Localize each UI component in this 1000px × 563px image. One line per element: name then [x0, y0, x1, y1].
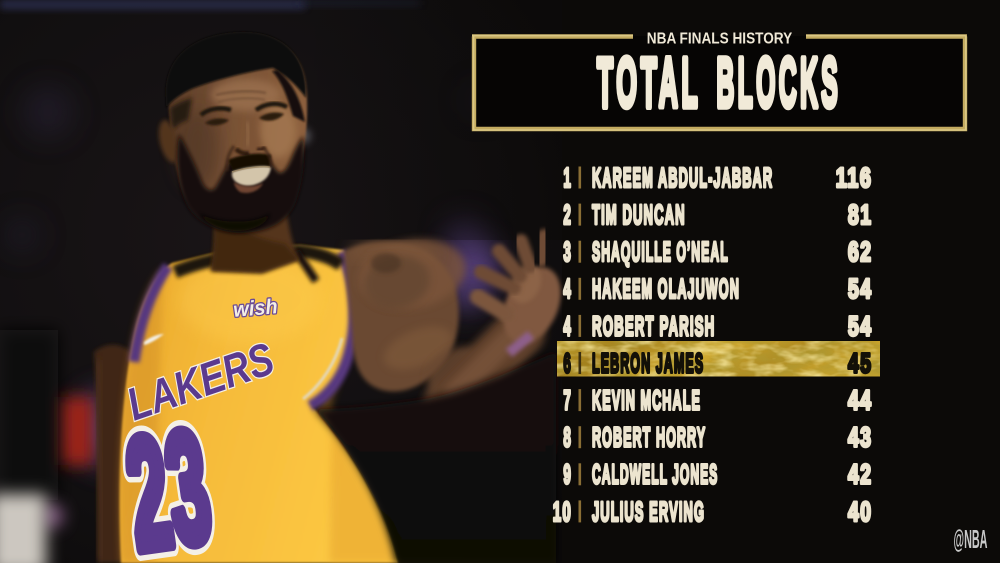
svg-text:SHAQUILLE O’NEAL: SHAQUILLE O’NEAL: [592, 237, 729, 268]
svg-text:ROBERT HORRY: ROBERT HORRY: [592, 422, 706, 453]
svg-text:2: 2: [563, 199, 572, 231]
svg-text:1: 1: [563, 162, 572, 194]
svg-text:TOTAL: TOTAL: [597, 44, 701, 122]
svg-text:54: 54: [848, 275, 872, 305]
svg-text:7: 7: [563, 384, 572, 416]
svg-text:116: 116: [836, 163, 873, 194]
svg-text:44: 44: [848, 386, 872, 416]
svg-text:3: 3: [563, 236, 572, 268]
svg-text:ROBERT PARISH: ROBERT PARISH: [592, 310, 715, 342]
svg-text:81: 81: [848, 201, 872, 231]
svg-text:wish: wish: [232, 295, 278, 322]
svg-text:4: 4: [563, 273, 572, 305]
svg-text:KAREEM ABDUL-JABBAR: KAREEM ABDUL-JABBAR: [592, 163, 773, 194]
svg-text:BLOCKS: BLOCKS: [717, 45, 842, 122]
svg-text:NBA FINALS HISTORY: NBA FINALS HISTORY: [647, 30, 792, 47]
svg-text:CALDWELL JONES: CALDWELL JONES: [592, 459, 718, 490]
svg-text:10: 10: [553, 496, 572, 527]
svg-text:8: 8: [563, 421, 572, 453]
svg-text:4: 4: [563, 310, 572, 342]
svg-text:43: 43: [848, 423, 872, 453]
svg-text:KEVIN MCHALE: KEVIN MCHALE: [592, 385, 701, 416]
svg-text:6: 6: [563, 347, 572, 379]
svg-text:62: 62: [848, 238, 872, 268]
svg-text:JULIUS ERVING: JULIUS ERVING: [592, 497, 705, 528]
svg-text:9: 9: [563, 458, 572, 490]
svg-text:45: 45: [848, 349, 872, 379]
svg-text:LEBRON JAMES: LEBRON JAMES: [592, 348, 704, 379]
svg-text:TIM DUNCAN: TIM DUNCAN: [592, 198, 686, 230]
svg-text:42: 42: [848, 461, 872, 491]
svg-text:HAKEEM OLAJUWON: HAKEEM OLAJUWON: [592, 274, 740, 305]
svg-text:@NBA: @NBA: [954, 526, 988, 555]
svg-text:54: 54: [848, 312, 872, 342]
svg-text:40: 40: [848, 498, 872, 528]
